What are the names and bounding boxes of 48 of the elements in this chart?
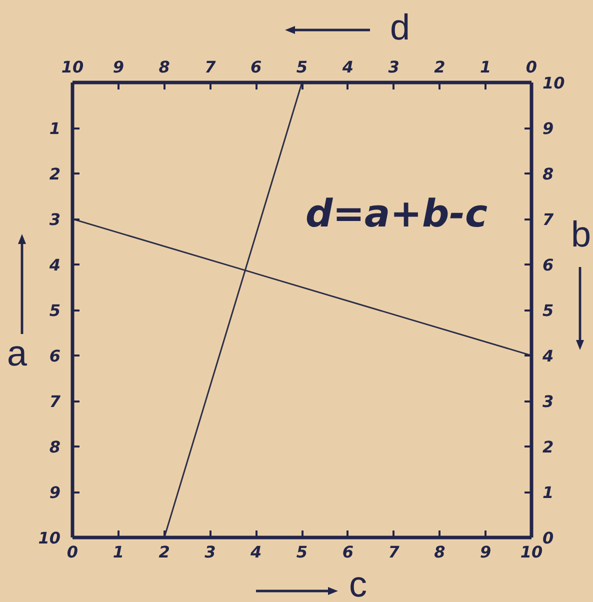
x2-tick-label: 0 bbox=[526, 58, 538, 76]
x-tick-label: 9 bbox=[480, 542, 492, 562]
x-tick-label: 2 bbox=[158, 542, 170, 562]
y2-axis-title: b bbox=[570, 214, 592, 254]
x2-tick-label: 5 bbox=[296, 58, 308, 76]
x-axis-title: c bbox=[349, 564, 367, 602]
y-tick-label: 6 bbox=[49, 346, 61, 366]
y2-tick-label: 7 bbox=[542, 210, 554, 229]
y-tick-label: 4 bbox=[48, 256, 61, 274]
x2-tick-label: 2 bbox=[434, 58, 446, 76]
y-tick-label: 8 bbox=[49, 438, 61, 456]
x2-tick-label: 6 bbox=[250, 58, 262, 76]
x-tick-label: 0 bbox=[66, 542, 78, 562]
y-tick-label: 10 bbox=[38, 528, 60, 548]
y-axis-title: a bbox=[6, 332, 28, 374]
y-tick-label: 7 bbox=[49, 392, 62, 411]
y2-tick-label: 2 bbox=[542, 438, 554, 456]
y2-tick-label: 6 bbox=[542, 256, 554, 274]
y-tick-label: 2 bbox=[49, 164, 61, 184]
x-tick-label: 10 bbox=[520, 542, 543, 562]
x2-tick-label: 8 bbox=[158, 58, 170, 76]
annotation: d=a+b-c bbox=[306, 192, 488, 236]
x-tick-label: 8 bbox=[434, 542, 446, 562]
y-tick-label: 3 bbox=[49, 210, 61, 229]
y2-tick-label: 10 bbox=[542, 74, 565, 92]
x-tick-label: 1 bbox=[112, 542, 124, 562]
x2-tick-label: 9 bbox=[112, 58, 124, 76]
y2-tick-label: 1 bbox=[542, 483, 554, 502]
y2-tick-label: 3 bbox=[542, 392, 554, 411]
y2-tick-label: 5 bbox=[542, 301, 554, 320]
x-tick-label: 3 bbox=[204, 542, 216, 562]
y2-tick-label: 8 bbox=[542, 164, 554, 184]
y-tick-label: 1 bbox=[49, 119, 61, 138]
x2-tick-label: 1 bbox=[480, 58, 492, 76]
x-tick-label: 6 bbox=[342, 542, 354, 562]
x2-tick-label: 3 bbox=[388, 58, 400, 76]
x-tick-label: 5 bbox=[296, 542, 308, 562]
y-tick-label: 5 bbox=[49, 301, 61, 320]
x2-tick-label: 7 bbox=[204, 58, 217, 76]
x2-tick-label: 4 bbox=[341, 58, 354, 76]
y2-tick-label: 4 bbox=[542, 346, 554, 366]
y-tick-label: 9 bbox=[49, 483, 61, 502]
y2-tick-label: 9 bbox=[542, 119, 554, 138]
y2-tick-label: 0 bbox=[542, 528, 554, 548]
x2-tick-label: 10 bbox=[61, 58, 84, 76]
x-tick-label: 4 bbox=[250, 542, 262, 562]
x2-axis-title: d bbox=[390, 6, 410, 48]
x-tick-label: 7 bbox=[388, 542, 400, 562]
